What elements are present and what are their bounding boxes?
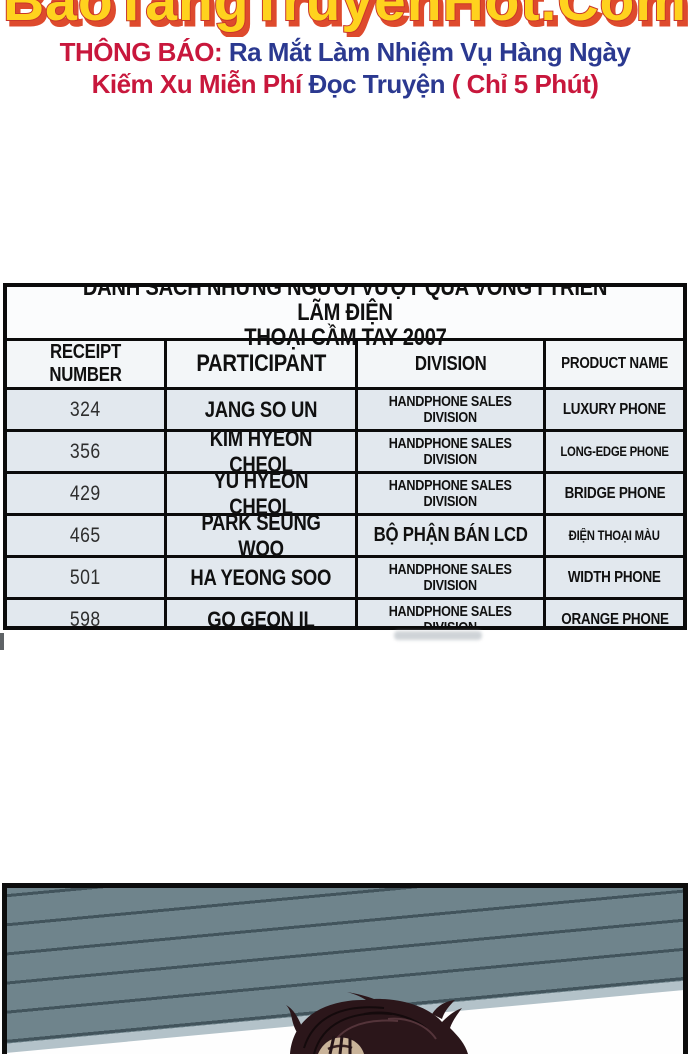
row-5-division: HANDPHONE SALES DIVISION: [355, 558, 543, 600]
row-1-product-label: LUXURY PHONE: [562, 400, 667, 418]
notice-line-2-part-1: Kiếm Xu Miễn Phí: [91, 69, 309, 99]
row-5-participant-label: HA YEONG SOO: [190, 564, 332, 590]
row-1-participant-label: JANG SO UN: [204, 396, 318, 422]
row-3-division: HANDPHONE SALES DIVISION: [355, 474, 543, 516]
row-5-product-label: WIDTH PHONE: [568, 568, 661, 586]
hair-spike-left: [286, 1005, 303, 1034]
row-2-participant-label: KIM HYEON CHEOL: [209, 425, 313, 477]
row-1-division: HANDPHONE SALES DIVISION: [355, 390, 543, 432]
column-header-1: RECEIPT NUMBER: [7, 341, 164, 390]
row-2-product: LONG-EDGE PHONE: [543, 432, 683, 474]
row-2-participant: KIM HYEON CHEOL: [164, 426, 355, 477]
table-title-line-2: THOẠI CẦM TAY 2007: [243, 324, 447, 351]
column-header-3: DIVISION: [355, 341, 543, 390]
row-6-product: ORANGE PHONE: [543, 600, 683, 628]
print-artifact-smudge: [394, 631, 482, 640]
row-3-product: BRIDGE PHONE: [543, 474, 683, 516]
column-header-1-label: RECEIPT NUMBER: [49, 341, 122, 386]
row-6-receipt-label: 598: [70, 607, 101, 630]
row-5-receipt-label: 501: [70, 565, 101, 589]
character-head-art: [286, 992, 468, 1054]
row-3-participant: YU HYEON CHEOL: [164, 468, 355, 519]
column-header-3-label: DIVISION: [414, 352, 487, 375]
comic-panel: [2, 883, 688, 1054]
row-2-division: HANDPHONE SALES DIVISION: [355, 432, 543, 474]
row-5-product: WIDTH PHONE: [543, 558, 683, 600]
row-6-participant-label: GO GEON IL: [207, 606, 315, 630]
column-header-2-label: PARTICIPANT: [196, 350, 326, 377]
row-3-division-label: HANDPHONE SALES DIVISION: [389, 476, 512, 510]
row-6-receipt: 598: [7, 600, 164, 630]
table-grid: RECEIPT NUMBER PARTICIPANT DIVISION PRODUCT…: [7, 338, 683, 630]
row-4-division: BỘ PHẬN BÁN LCD: [355, 516, 543, 558]
notice-line-2-part-3: ( Chỉ 5 Phút): [451, 69, 599, 99]
row-2-division-label: HANDPHONE SALES DIVISION: [389, 434, 512, 468]
row-1-receipt-label: 324: [70, 397, 101, 421]
row-4-participant: PARK SEUNG WOO: [164, 510, 355, 561]
row-6-division-label: HANDPHONE SALES DIVISION: [389, 602, 512, 630]
row-1-product: LUXURY PHONE: [543, 390, 683, 432]
qualifiers-table: DANH SÁCH NHỮNG NGƯỜI VƯỢT QUA VÒNG I TR…: [3, 283, 687, 630]
table-title-line-1: DANH SÁCH NHỮNG NGƯỜI VƯỢT QUA VÒNG I TR…: [82, 283, 608, 326]
notice-line-1-part-2: Ra Mắt Làm Nhiệm Vụ Hàng Ngày: [228, 37, 631, 67]
row-4-product-label: ĐIỆN THOẠI MÀU: [569, 528, 660, 543]
column-header-2: PARTICIPANT: [164, 341, 355, 390]
notice-line-1: THÔNG BÁO: Ra Mắt Làm Nhiệm Vụ Hàng Ngày: [0, 36, 690, 68]
row-4-division-label: BỘ PHẬN BÁN LCD: [373, 524, 528, 546]
column-header-4-label: PRODUCT NAME: [561, 355, 668, 372]
row-4-receipt-label: 465: [70, 523, 101, 547]
site-notice[interactable]: THÔNG BÁO: Ra Mắt Làm Nhiệm Vụ Hàng Ngày…: [0, 36, 690, 100]
row-1-receipt: 324: [7, 390, 164, 432]
row-2-receipt: 356: [7, 432, 164, 474]
row-3-participant-label: YU HYEON CHEOL: [213, 467, 309, 519]
row-1-division-label: HANDPHONE SALES DIVISION: [389, 392, 512, 426]
print-artifact-mark: [0, 633, 4, 650]
site-logo[interactable]: BaoTangTruyenHot.Com BaoTangTruyenHot.Co…: [0, 0, 690, 37]
row-1-participant: JANG SO UN: [164, 390, 355, 432]
row-2-receipt-label: 356: [70, 439, 101, 463]
site-logo-shadow-text: BaoTangTruyenHot.Com: [7, 0, 690, 37]
row-6-product-label: ORANGE PHONE: [560, 610, 669, 628]
row-4-participant-label: PARK SEUNG WOO: [201, 509, 321, 561]
site-logo-text: BaoTangTruyenHot.Com: [3, 0, 687, 33]
table-title: DANH SÁCH NHỮNG NGƯỜI VƯỢT QUA VÒNG I TR…: [7, 287, 683, 350]
row-5-receipt: 501: [7, 558, 164, 600]
row-3-receipt: 429: [7, 474, 164, 516]
row-6-participant: GO GEON IL: [164, 600, 355, 630]
row-6-division: HANDPHONE SALES DIVISION: [355, 600, 543, 630]
row-3-product-label: BRIDGE PHONE: [564, 484, 665, 502]
notice-line-2: Kiếm Xu Miễn Phí Đọc Truyện ( Chỉ 5 Phút…: [0, 68, 690, 100]
row-5-division-label: HANDPHONE SALES DIVISION: [389, 560, 512, 594]
column-header-4: PRODUCT NAME: [543, 341, 683, 390]
row-4-product: ĐIỆN THOẠI MÀU: [543, 516, 683, 558]
row-3-receipt-label: 429: [70, 481, 101, 505]
row-2-product-label: LONG-EDGE PHONE: [560, 444, 669, 459]
row-5-participant: HA YEONG SOO: [164, 558, 355, 600]
row-4-receipt: 465: [7, 516, 164, 558]
hair-tuft-right: [432, 1000, 455, 1019]
notice-line-2-part-2: Đọc Truyện: [308, 69, 452, 99]
notice-line-1-part-1: THÔNG BÁO:: [59, 37, 229, 67]
